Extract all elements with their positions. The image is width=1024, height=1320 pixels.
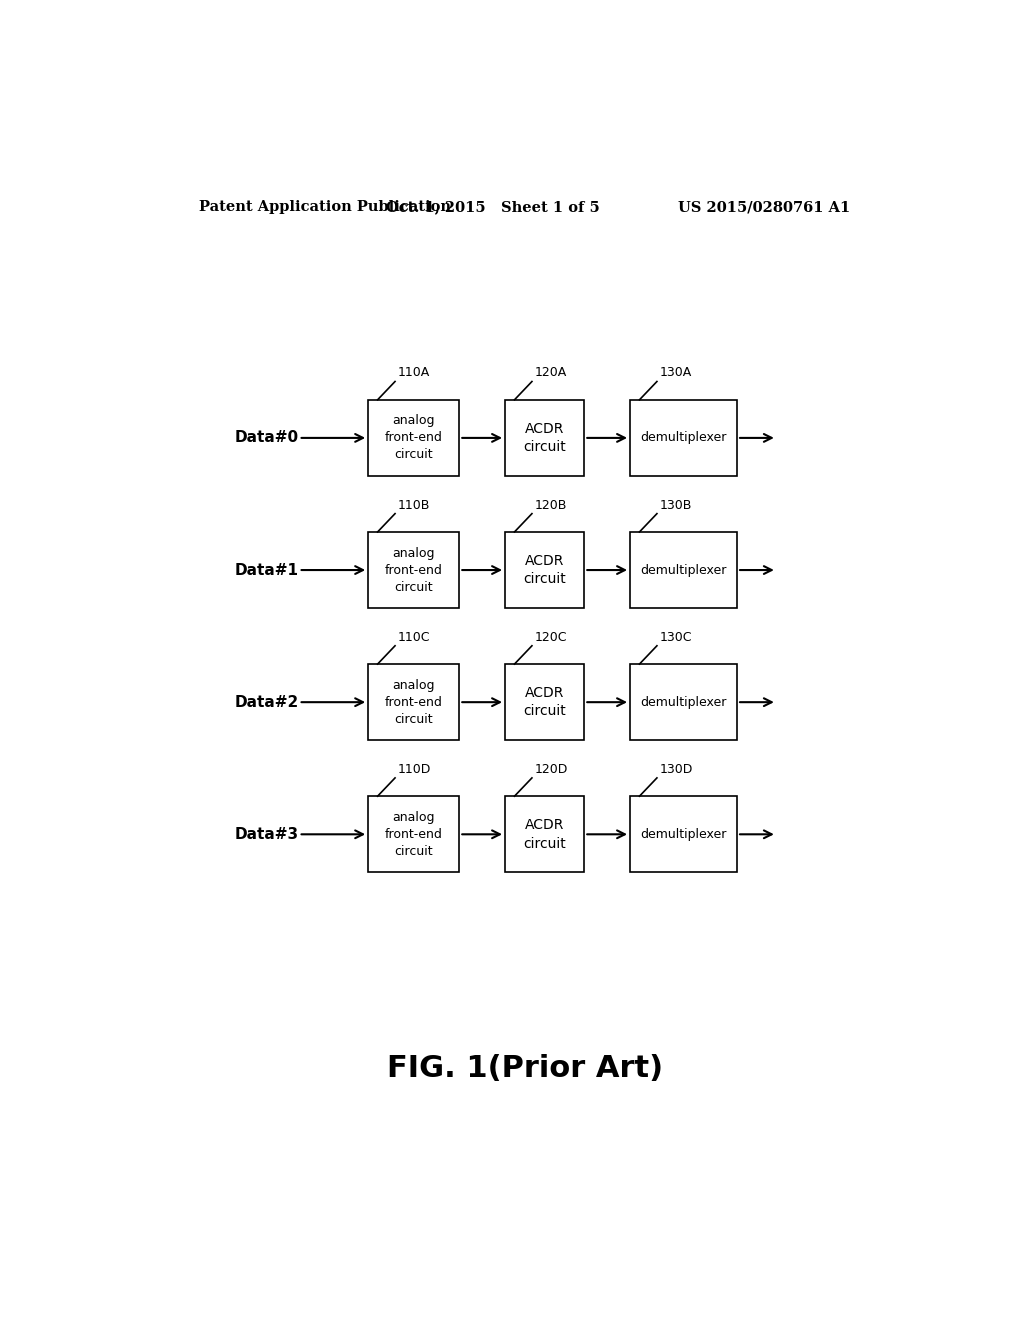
FancyBboxPatch shape [368, 532, 460, 609]
Text: 130D: 130D [659, 763, 692, 776]
Text: 110A: 110A [397, 367, 430, 379]
FancyBboxPatch shape [368, 400, 460, 477]
Text: Patent Application Publication: Patent Application Publication [200, 201, 452, 214]
Text: demultiplexer: demultiplexer [640, 564, 727, 577]
FancyBboxPatch shape [505, 400, 585, 477]
FancyBboxPatch shape [505, 532, 585, 609]
Text: 110C: 110C [397, 631, 430, 644]
FancyBboxPatch shape [505, 664, 585, 741]
Text: ACDR
circuit: ACDR circuit [523, 554, 566, 586]
Text: demultiplexer: demultiplexer [640, 696, 727, 709]
Text: ACDR
circuit: ACDR circuit [523, 818, 566, 850]
FancyBboxPatch shape [630, 532, 737, 609]
FancyBboxPatch shape [630, 664, 737, 741]
Text: analog
front-end
circuit: analog front-end circuit [385, 678, 442, 726]
Text: ACDR
circuit: ACDR circuit [523, 686, 566, 718]
Text: 110B: 110B [397, 499, 430, 512]
Text: 130C: 130C [659, 631, 692, 644]
Text: Data#2: Data#2 [234, 694, 299, 710]
Text: analog
front-end
circuit: analog front-end circuit [385, 414, 442, 462]
Text: 120A: 120A [535, 367, 566, 379]
Text: FIG. 1(Prior Art): FIG. 1(Prior Art) [387, 1053, 663, 1082]
FancyBboxPatch shape [505, 796, 585, 873]
FancyBboxPatch shape [630, 796, 737, 873]
FancyBboxPatch shape [368, 796, 460, 873]
Text: Oct. 1, 2015   Sheet 1 of 5: Oct. 1, 2015 Sheet 1 of 5 [386, 201, 600, 214]
Text: 130A: 130A [659, 367, 691, 379]
Text: analog
front-end
circuit: analog front-end circuit [385, 546, 442, 594]
FancyBboxPatch shape [630, 400, 737, 477]
Text: 120B: 120B [535, 499, 566, 512]
Text: Data#1: Data#1 [234, 562, 299, 578]
Text: 120D: 120D [535, 763, 567, 776]
Text: analog
front-end
circuit: analog front-end circuit [385, 810, 442, 858]
Text: 130B: 130B [659, 499, 691, 512]
Text: 110D: 110D [397, 763, 431, 776]
Text: demultiplexer: demultiplexer [640, 828, 727, 841]
Text: Data#0: Data#0 [234, 430, 299, 445]
FancyBboxPatch shape [368, 664, 460, 741]
Text: 120C: 120C [535, 631, 567, 644]
Text: Data#3: Data#3 [234, 826, 299, 842]
Text: US 2015/0280761 A1: US 2015/0280761 A1 [678, 201, 850, 214]
Text: demultiplexer: demultiplexer [640, 432, 727, 445]
Text: ACDR
circuit: ACDR circuit [523, 421, 566, 454]
